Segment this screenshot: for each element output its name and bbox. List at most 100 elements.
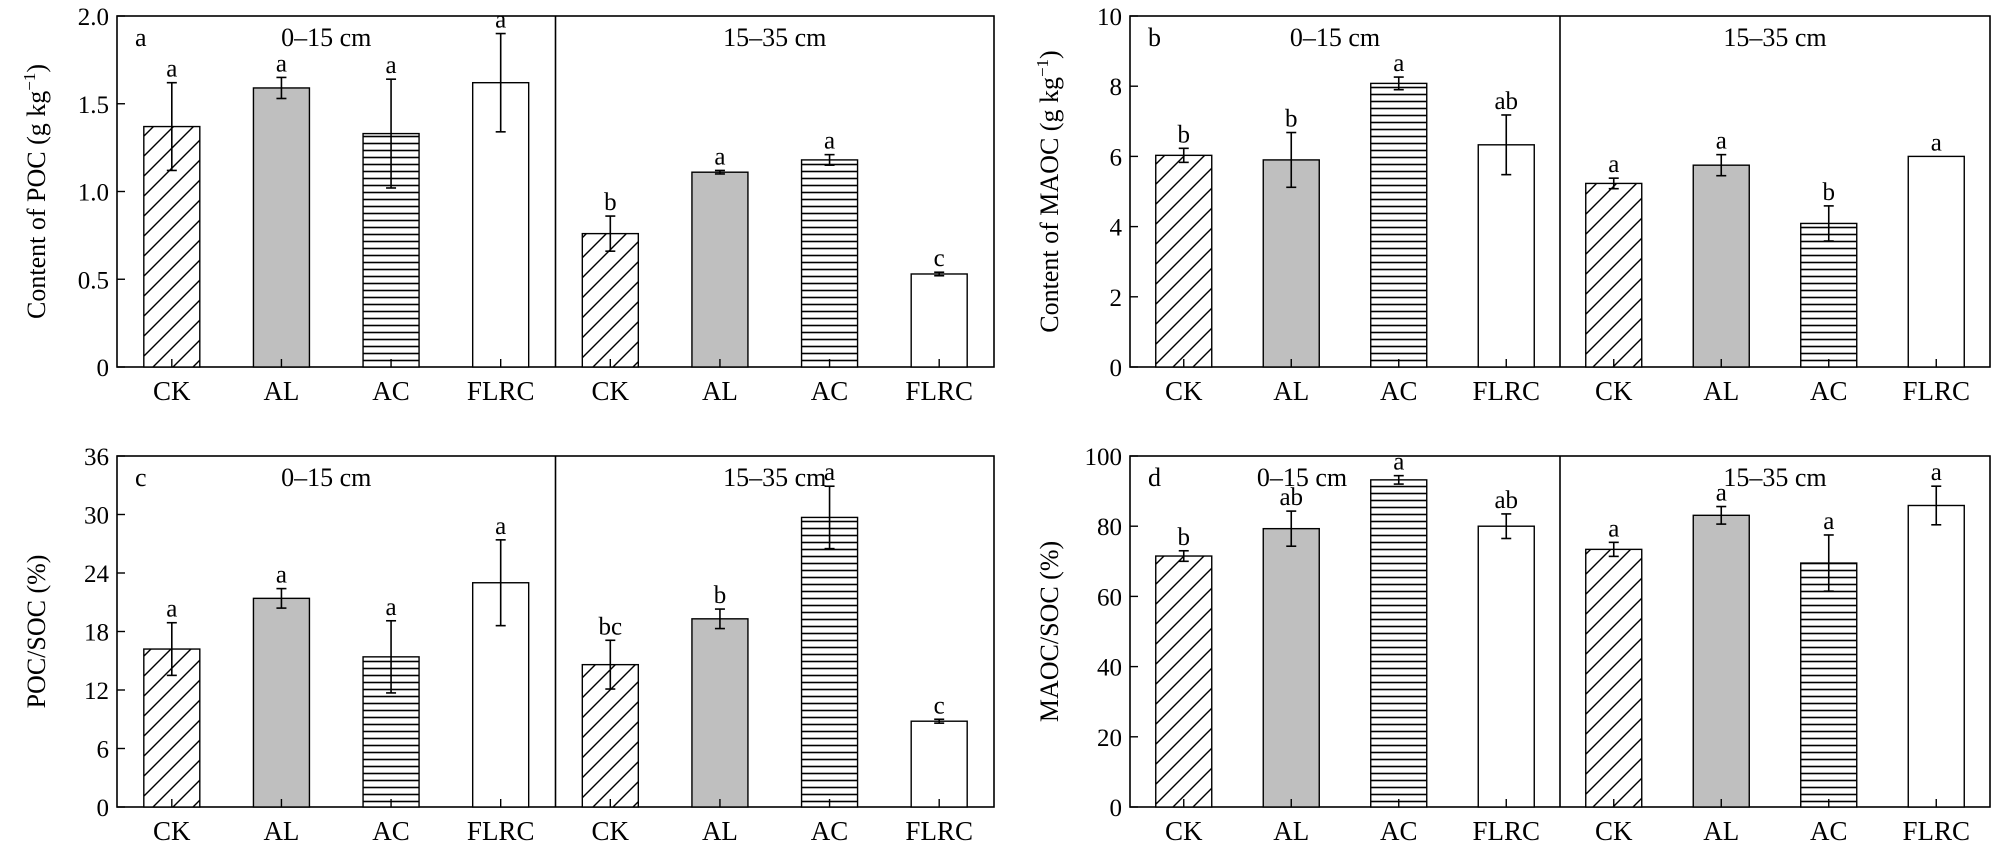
significance-letter: c [934,692,945,719]
significance-letter: ab [1279,484,1303,511]
y-tick-label: 18 [84,620,109,647]
significance-letter: a [1393,449,1404,476]
x-tick-label: AL [702,816,738,846]
group-title: 0–15 cm [1290,23,1380,52]
y-axis-label: Content of MAOC (g kg−1) [1033,50,1064,332]
y-tick-label: 100 [1085,444,1123,471]
x-tick-label: FLRC [467,376,535,406]
bar-ac [1800,222,1858,368]
significance-letter: a [495,513,506,540]
y-tick-label: 8 [1110,74,1123,101]
x-tick-label: CK [1165,816,1203,846]
group-title: 15–35 cm [723,463,826,492]
y-tick-label: 24 [84,561,110,588]
x-tick-label: CK [1595,376,1633,406]
y-tick-label: 0 [1110,795,1123,822]
significance-letter: a [166,56,177,83]
significance-letter: a [824,128,835,155]
x-tick-label: AC [372,376,410,406]
panel-letter: a [135,23,147,52]
bar-ck [581,232,640,368]
y-axis-label-text: Content of MAOC (g kg [1035,77,1064,333]
y-axis-label: MAOC/SOC (%) [1035,541,1064,722]
x-tick-label: AC [1380,816,1418,846]
bar-al [1692,514,1750,808]
x-tick-label: FLRC [467,816,535,846]
x-tick-label: AL [702,376,738,406]
y-tick-label: 2 [1110,285,1123,312]
group-title: 15–35 cm [1723,23,1826,52]
x-tick-label: AC [1380,376,1418,406]
significance-letter: a [1608,515,1619,542]
y-tick-label: 20 [1097,725,1122,752]
significance-letter: b [1823,179,1836,206]
x-tick-label: AC [372,816,410,846]
bar-al [691,618,749,808]
significance-letter: a [1931,459,1942,486]
bar-ck [1585,182,1643,368]
x-tick-label: CK [592,376,630,406]
x-tick-label: CK [592,816,630,846]
bar-ac [1370,479,1428,808]
bar-al [252,597,311,808]
y-tick-label: 4 [1110,215,1123,242]
y-axis-label-text: MAOC/SOC (%) [1035,541,1064,722]
x-tick-label: CK [1165,376,1203,406]
y-axis-label-superscript: −1 [20,73,39,91]
y-tick-label: 80 [1097,514,1122,541]
x-tick-label: AL [263,816,299,846]
x-tick-label: AC [811,816,849,846]
y-tick-label: 10 [1097,4,1122,31]
significance-letter: b [714,582,727,609]
y-axis-label-end: ) [1035,50,1064,59]
significance-letter: b [1178,524,1191,551]
x-tick-label: AL [1703,816,1739,846]
y-axis-label: POC/SOC (%) [22,555,51,709]
y-tick-label: 1.5 [78,92,109,119]
bar-al [691,171,749,368]
panel-letter: c [135,463,147,492]
bar-al [1692,164,1750,368]
significance-letter: b [1285,106,1298,133]
x-tick-label: AC [1810,816,1848,846]
group-title: 0–15 cm [1257,463,1347,492]
bar-flrc [1907,504,1965,808]
y-tick-label: 40 [1097,655,1122,682]
panel-letter: d [1148,463,1161,492]
x-tick-label: FLRC [905,816,973,846]
significance-letter: a [1716,128,1727,155]
y-axis-label-end: ) [22,64,51,73]
significance-letter: ab [1494,88,1518,115]
bar-flrc [1477,144,1535,368]
significance-letter: b [1178,121,1191,148]
significance-letter: a [1823,508,1834,535]
x-tick-label: FLRC [1472,816,1540,846]
significance-letter: a [824,459,835,486]
bar-flrc [910,273,968,368]
y-tick-label: 2.0 [78,4,109,31]
bar-al [1262,527,1320,808]
significance-letter: a [386,52,397,79]
significance-letter: a [166,596,177,623]
y-tick-label: 36 [84,444,109,471]
y-tick-label: 6 [1110,144,1123,171]
bar-ck [1585,548,1643,808]
y-axis-label-superscript: −1 [1033,59,1052,77]
bar-flrc [1907,155,1965,368]
y-axis-label-text: Content of POC (g kg [22,91,51,319]
significance-letter: ab [1494,487,1518,514]
x-tick-label: AL [1703,376,1739,406]
y-axis-label: Content of POC (g kg−1) [20,64,51,319]
bar-flrc [910,720,968,808]
x-tick-label: FLRC [1902,816,1970,846]
y-tick-label: 6 [97,737,110,764]
x-tick-label: AC [811,376,849,406]
panel-d: 0 20 40 60 80 100 MAOC/SOC (%) d 0–15 cm 15–35 cm… [1035,444,1991,846]
y-tick-label: 1.0 [78,180,109,207]
group-title: 0–15 cm [281,23,371,52]
bar-al [252,87,311,368]
bar-flrc [1477,525,1535,808]
